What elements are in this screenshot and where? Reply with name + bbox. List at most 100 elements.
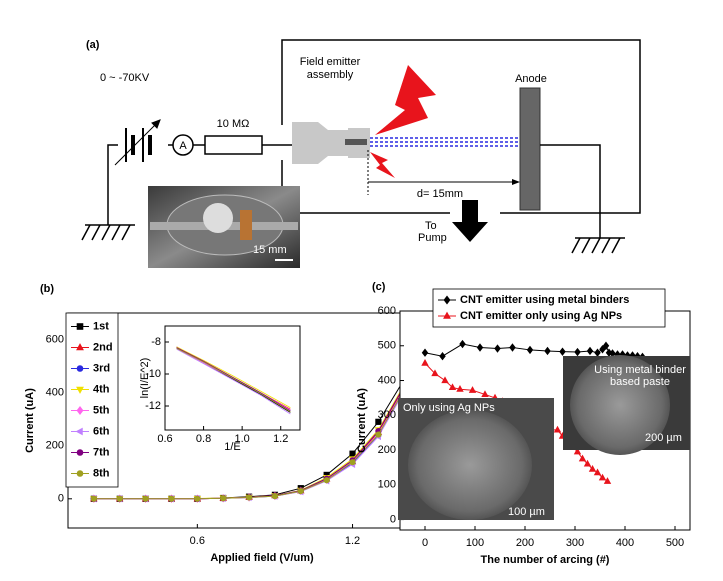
marker — [220, 495, 227, 502]
x-tick-label: 1.2 — [345, 535, 360, 547]
series-line — [176, 346, 291, 408]
marker — [602, 341, 610, 350]
marker — [194, 495, 201, 502]
y-axis-label: Current (uA) — [356, 388, 368, 453]
marker — [421, 348, 429, 357]
legend-box — [432, 288, 666, 328]
marker — [544, 346, 551, 356]
field-emitter — [292, 122, 370, 164]
y-tick-label: 400 — [46, 387, 64, 399]
marker — [588, 465, 597, 472]
x-tick-label: 0.6 — [157, 433, 172, 445]
marker — [245, 494, 253, 501]
series-line — [93, 341, 426, 500]
marker — [421, 358, 429, 366]
y-tick-label: 400 — [378, 374, 396, 386]
legend-marker — [76, 323, 84, 330]
marker — [456, 385, 464, 392]
photo: 15 mm — [148, 186, 300, 268]
x-tick-label: 1.0 — [234, 433, 249, 445]
legend-label: CNT emitter using metal binders — [460, 294, 629, 306]
ammeter-label: A — [179, 140, 187, 152]
sem-image: Only using Ag NPs 100 µm — [398, 398, 554, 520]
y-tick-label: 200 — [46, 440, 64, 452]
marker — [574, 347, 581, 357]
resistor-label: 10 MΩ — [217, 118, 250, 130]
y-tick-label: 0 — [58, 493, 64, 505]
x-tick-label: 500 — [666, 537, 684, 549]
x-tick-label: 300 — [566, 537, 584, 549]
y-tick-label: 600 — [378, 305, 396, 317]
y-tick-label: 600 — [46, 333, 64, 345]
y-tick-label: 300 — [378, 409, 396, 421]
x-tick-label: 0.8 — [196, 433, 211, 445]
sem-scale: 200 µm — [645, 432, 682, 444]
marker — [583, 459, 592, 467]
x-tick-label: 1.2 — [273, 433, 288, 445]
legend-label: 6th — [93, 425, 110, 437]
legend-label: 8th — [93, 467, 110, 479]
legend-label: 4th — [93, 383, 110, 395]
legend-label: CNT emitter only using Ag NPs — [460, 310, 622, 322]
distance-label: d= 15mm — [417, 188, 463, 200]
sem-label: based paste — [610, 376, 670, 388]
marker — [553, 425, 562, 433]
marker — [297, 488, 304, 495]
panel-label: (c) — [372, 281, 386, 293]
marker — [459, 339, 466, 349]
legend-label: 5th — [93, 404, 110, 416]
marker — [603, 477, 612, 484]
y-tick-label: -8 — [151, 336, 161, 348]
series-line — [176, 348, 291, 412]
anode-label: Anode — [515, 73, 547, 85]
legend-marker — [76, 365, 84, 372]
resistor — [204, 135, 263, 155]
ammeter — [172, 134, 194, 156]
legend-marker — [443, 311, 451, 319]
y-tick-label: -10 — [145, 368, 161, 380]
sem-image: Using metal binder based paste 200 µm — [563, 355, 690, 455]
marker — [468, 386, 477, 393]
marker — [116, 495, 123, 502]
emitter-tip — [345, 139, 367, 145]
marker — [168, 495, 175, 502]
sem-scale: 100 µm — [508, 506, 545, 518]
y-tick-label: -12 — [145, 400, 161, 412]
marker — [573, 447, 582, 455]
marker — [441, 376, 449, 384]
voltage-label: 0 ~ -70KV — [100, 72, 150, 84]
marker — [598, 473, 607, 481]
arrowhead — [512, 179, 520, 185]
ground-right — [571, 237, 625, 254]
battery — [114, 119, 168, 166]
legend-marker — [443, 295, 451, 305]
series-line — [176, 347, 291, 412]
legend-marker — [76, 470, 84, 477]
marker — [323, 477, 330, 484]
x-tick-label: 100 — [466, 537, 484, 549]
y-tick-label: 200 — [378, 444, 396, 456]
pump-label: To — [425, 220, 437, 232]
x-tick-label: 0 — [422, 537, 428, 549]
legend-label: 1st — [93, 320, 109, 332]
marker — [559, 347, 566, 356]
schematic: (a) 0 ~ -70KV A 10 MΩ Field emitter asse… — [81, 39, 641, 268]
x-tick-label: 0.6 — [190, 535, 205, 547]
x-tick-label: 400 — [616, 537, 634, 549]
marker — [586, 346, 594, 356]
series-line — [176, 348, 291, 415]
marker — [90, 495, 97, 502]
marker — [375, 431, 382, 438]
pump-arrow — [452, 200, 488, 242]
y-tick-label: 500 — [378, 340, 396, 352]
marker — [349, 459, 356, 466]
electron-beam — [370, 137, 520, 147]
marker — [593, 468, 602, 476]
marker — [448, 383, 457, 391]
legend-box — [65, 312, 119, 488]
legend-label: 2nd — [93, 341, 113, 353]
wire — [540, 144, 601, 238]
marker — [578, 454, 587, 462]
marker — [509, 343, 516, 352]
